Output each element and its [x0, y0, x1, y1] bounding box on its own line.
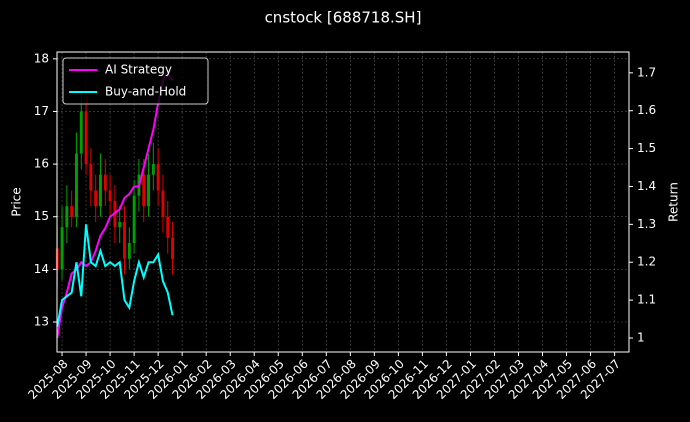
- y2-tick-label: 1.7: [637, 65, 656, 79]
- candle-body: [123, 222, 126, 259]
- legend-label: AI Strategy: [105, 63, 172, 77]
- candle-body: [75, 153, 78, 217]
- y-tick-label: 13: [34, 315, 49, 329]
- plot-frame: [56, 51, 630, 353]
- candle-body: [147, 174, 150, 207]
- y-tick-label: 14: [34, 262, 49, 276]
- candle-body: [151, 164, 155, 175]
- chart-title: cnstock [688718.SH]: [265, 9, 422, 27]
- candle-body: [171, 237, 174, 259]
- candle-body: [127, 243, 131, 259]
- candle-body: [118, 222, 122, 228]
- y-axis-label: Price: [10, 187, 24, 216]
- candle-body: [79, 111, 83, 154]
- candle-body: [132, 195, 136, 244]
- y2-tick-label: 1.2: [637, 255, 656, 269]
- y-tick-label: 17: [34, 104, 49, 118]
- candle-body: [70, 206, 74, 217]
- line-series: [56, 224, 174, 327]
- y-tick-label: 18: [34, 51, 49, 65]
- candle-body: [161, 190, 165, 217]
- candle-body: [60, 227, 64, 270]
- y2-tick-label: 1.6: [637, 103, 656, 117]
- candle-body: [142, 174, 146, 207]
- legend: AI Strategy Buy-and-Hold: [62, 57, 209, 105]
- y2-tick-label: 1.3: [637, 217, 656, 231]
- y2-tick-label: 1.1: [637, 293, 656, 307]
- legend-label: Buy-and-Hold: [105, 85, 186, 99]
- y2-tick-label: 1.5: [637, 141, 656, 155]
- y2-tick-label: 1.4: [637, 179, 656, 193]
- legend-box: [62, 57, 209, 105]
- candle-body: [108, 190, 112, 201]
- candle-body: [103, 174, 107, 191]
- candle-body: [99, 174, 102, 207]
- y-tick-label: 16: [34, 157, 49, 171]
- line-series: [56, 70, 174, 339]
- candle-body: [94, 190, 98, 207]
- candle-body: [156, 164, 160, 191]
- y2-tick-label: 1: [637, 330, 645, 344]
- y-tick-label: 15: [34, 209, 49, 223]
- candle-body: [166, 216, 170, 238]
- candle-body: [84, 111, 88, 165]
- y2-axis-label: Return: [667, 182, 681, 222]
- candle-body: [65, 206, 69, 228]
- candle-body: [89, 164, 93, 191]
